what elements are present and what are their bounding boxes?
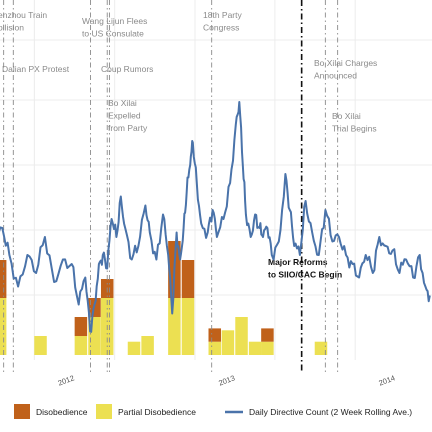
event-label: Coup Rumors: [101, 64, 153, 74]
legend-label: Partial Disobedience: [118, 407, 196, 417]
bar-partial-disobedience: [248, 341, 262, 355]
directive-line: [0, 101, 431, 333]
bar-partial-disobedience: [141, 336, 154, 355]
legend-label: Daily Directive Count (2 Week Rolling Av…: [249, 407, 412, 417]
event-label: Bo Xilai Trial Begins: [332, 111, 377, 134]
bar-partial-disobedience: [168, 298, 181, 355]
event-label: Bo Xilai Charges Announced: [314, 58, 377, 81]
legend-swatch: [14, 404, 30, 419]
bar-partial-disobedience: [314, 341, 328, 355]
event-lines: enzhou Train ollision Dalian PX Protest Wan…: [0, 0, 377, 372]
bar-partial-disobedience: [181, 298, 195, 355]
bar-partial-disobedience: [74, 336, 88, 355]
bar-partial-disobedience: [261, 341, 274, 355]
bar-partial-disobedience: [34, 336, 47, 355]
bar-disobedience: [0, 260, 7, 298]
gridlines: [0, 0, 432, 360]
bar-disobedience: [181, 260, 195, 298]
legend-label: Disobedience: [36, 407, 88, 417]
bar-disobedience: [74, 317, 88, 336]
event-label: enzhou Train ollision: [0, 10, 47, 33]
bar-disobedience: [208, 328, 222, 342]
bar-disobedience: [261, 328, 274, 342]
event-label: Bo Xilai Expelled from Party: [108, 98, 148, 133]
bar-partial-disobedience: [221, 330, 235, 355]
bar-partial-disobedience: [235, 317, 248, 355]
legend-swatch: [96, 404, 112, 419]
event-label: 18th Party Congress: [203, 10, 242, 33]
event-label: Wang Lijun Flees to US Consulate: [82, 16, 147, 39]
bar-partial-disobedience: [127, 341, 141, 355]
event-label: Major Reforms to SIIO/CAC Begin: [268, 257, 342, 280]
bar-partial-disobedience: [0, 298, 7, 355]
event-label: Dalian PX Protest: [2, 64, 70, 74]
directive-count-line: [0, 101, 431, 333]
legend: Disobedience Partial Disobedience Daily Di…: [14, 404, 412, 419]
bar-partial-disobedience: [208, 341, 222, 355]
